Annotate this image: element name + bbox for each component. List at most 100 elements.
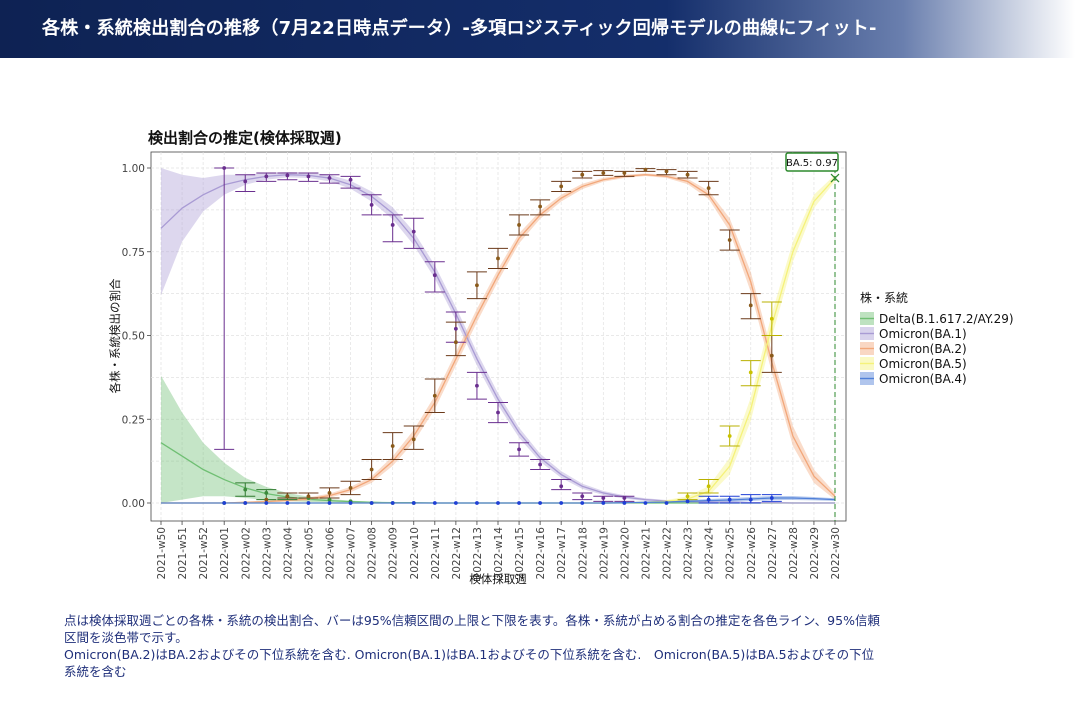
footnotes: 点は検体採取週ごとの各株・系統の検出割合、バーは95%信頼区間の上限と下限を表す… xyxy=(64,612,884,680)
data-point xyxy=(369,501,374,505)
data-point xyxy=(453,326,458,331)
data-point xyxy=(643,501,648,505)
data-point xyxy=(411,229,416,234)
data-point xyxy=(390,223,395,227)
x-tick-label: 2022-w10 xyxy=(409,527,421,579)
data-point xyxy=(664,169,669,174)
data-point xyxy=(538,501,543,505)
data-point xyxy=(517,447,521,452)
x-axis-title: 検体採取週 xyxy=(469,572,527,586)
data-point xyxy=(601,496,606,500)
data-point xyxy=(538,204,543,209)
legend-label: Omicron(BA.1) xyxy=(879,327,967,341)
data-point xyxy=(453,501,458,505)
x-tick-label: 2022-w13 xyxy=(472,527,484,579)
data-point xyxy=(243,487,248,492)
x-tick-label: 2022-w06 xyxy=(325,527,337,580)
data-point xyxy=(706,497,711,502)
data-point xyxy=(306,494,311,499)
chart: 検出割合の推定(検体採取週) BA.5: 0.97 0.000.250.500.… xyxy=(108,129,1014,586)
x-tick-label: 2021-w51 xyxy=(177,527,189,579)
data-point xyxy=(411,501,416,505)
y-ticks: 0.00 0.25 0.50 0.75 1.00 xyxy=(122,163,151,510)
data-point xyxy=(432,501,437,505)
data-point xyxy=(390,444,395,448)
data-point xyxy=(538,462,543,467)
x-tick-label: 2022-w23 xyxy=(683,527,695,579)
data-point xyxy=(727,434,732,438)
x-tick-label: 2022-w03 xyxy=(261,527,273,579)
header-banner: 各株・系統検出割合の推移（7月22日時点データ）-多項ロジスティック回帰モデルの… xyxy=(0,0,1075,58)
data-point xyxy=(285,173,290,178)
data-point xyxy=(769,316,774,321)
data-point xyxy=(348,486,353,490)
x-tick-label: 2022-w16 xyxy=(535,527,547,580)
data-point xyxy=(685,494,690,499)
data-point xyxy=(580,494,585,499)
data-point xyxy=(411,437,416,442)
data-point xyxy=(327,501,332,505)
data-point xyxy=(496,410,500,415)
legend-label: Omicron(BA.5) xyxy=(879,357,967,371)
y-tick-label: 1.00 xyxy=(122,163,145,175)
data-point xyxy=(327,176,332,180)
legend-title: 株・系統 xyxy=(860,290,908,305)
data-point xyxy=(748,370,753,375)
annotation-marker xyxy=(830,173,840,183)
y-tick-label: 0.00 xyxy=(122,498,145,510)
data-point xyxy=(496,501,500,505)
annotation-label: BA.5: 0.97 xyxy=(786,158,838,169)
legend: 株・系統 Delta(B.1.617.2/AY.29)Omicron(BA.1)… xyxy=(860,290,1014,386)
data-point xyxy=(264,174,269,179)
x-tick-label: 2022-w08 xyxy=(367,527,379,579)
data-points xyxy=(222,166,774,505)
y-axis-title: 各株・系統検出の割合 xyxy=(108,278,122,393)
data-point xyxy=(243,179,248,184)
x-tick-label: 2022-w25 xyxy=(725,527,737,579)
x-tick-label: 2022-w17 xyxy=(556,527,568,579)
annotation: BA.5: 0.97 xyxy=(785,152,840,521)
data-point xyxy=(517,223,521,227)
legend-label: Delta(B.1.617.2/AY.29) xyxy=(879,312,1014,326)
data-point xyxy=(517,501,521,505)
data-point xyxy=(475,501,479,505)
page-title: 各株・系統検出割合の推移（7月22日時点データ）-多項ロジスティック回帰モデルの… xyxy=(42,18,877,39)
fit-line xyxy=(161,174,836,504)
data-point xyxy=(222,166,227,170)
data-point xyxy=(264,501,269,505)
x-tick-label: 2022-w04 xyxy=(282,527,294,580)
data-point xyxy=(264,497,269,502)
chart-title: 検出割合の推定(検体採取週) xyxy=(148,129,342,147)
x-tick-label: 2022-w28 xyxy=(788,527,800,579)
x-tick-label: 2022-w26 xyxy=(746,527,758,580)
data-point xyxy=(327,497,332,502)
x-tick-label: 2022-w07 xyxy=(346,527,358,579)
x-tick-label: 2022-w02 xyxy=(240,527,252,579)
data-point xyxy=(748,497,753,502)
annotation-box xyxy=(785,152,839,172)
x-tick-label: 2022-w30 xyxy=(830,527,842,579)
data-point xyxy=(264,491,269,495)
data-point xyxy=(390,501,395,505)
data-point xyxy=(559,501,564,505)
data-point xyxy=(601,171,606,175)
y-tick-label: 0.25 xyxy=(122,414,145,426)
x-tick-label: 2022-w21 xyxy=(640,527,652,579)
data-point xyxy=(622,501,627,505)
fit-line xyxy=(160,174,835,504)
legend-label: Omicron(BA.4) xyxy=(879,372,967,386)
data-point xyxy=(306,174,311,179)
confidence-band xyxy=(161,375,835,503)
x-tick-label: 2022-w27 xyxy=(767,527,779,579)
y-tick-label: 0.75 xyxy=(122,247,145,259)
data-point xyxy=(475,383,479,388)
x-tick-label: 2022-w01 xyxy=(219,527,231,579)
x-tick-label: 2022-w09 xyxy=(388,527,400,579)
data-point xyxy=(769,496,774,500)
data-point xyxy=(685,499,690,504)
data-point xyxy=(369,467,374,472)
data-point xyxy=(706,186,711,191)
data-point xyxy=(432,273,437,278)
data-point xyxy=(475,283,479,288)
data-point xyxy=(432,393,437,398)
